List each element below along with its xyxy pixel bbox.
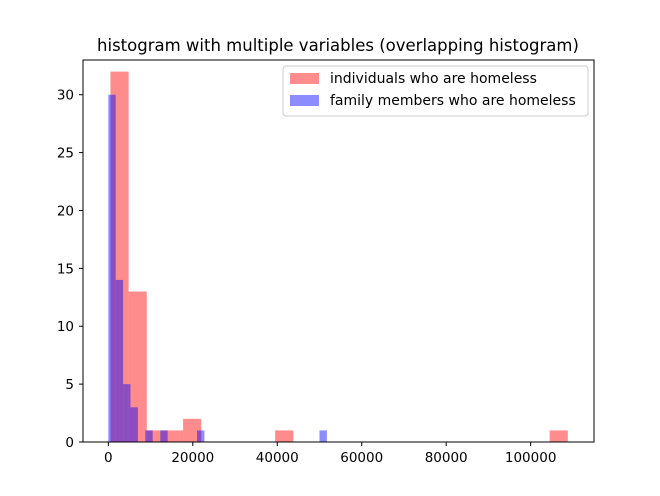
x-tick-label: 40000 <box>256 450 299 466</box>
x-tick-label: 80000 <box>425 450 468 466</box>
histogram-bar <box>164 430 184 442</box>
bars-layer <box>108 71 568 442</box>
histogram-bar <box>108 94 116 442</box>
legend-box <box>282 65 589 117</box>
histogram-bar <box>110 71 129 442</box>
y-tick-label: 10 <box>57 319 74 335</box>
histogram-bar <box>183 418 202 442</box>
histogram-bar <box>128 291 147 442</box>
y-tick-label: 15 <box>57 261 74 277</box>
legend-label-individuals: individuals who are homeless <box>330 71 537 87</box>
histogram-bar <box>319 430 327 442</box>
series-1-bars <box>108 94 327 442</box>
y-tick-label: 20 <box>57 203 74 219</box>
plot-background <box>83 60 594 442</box>
histogram-bar <box>197 430 205 442</box>
y-tick-label: 25 <box>57 146 74 162</box>
legend-label-family-members: family members who are homeless <box>330 93 576 109</box>
histogram-bar <box>549 430 568 442</box>
y-tick-label: 5 <box>65 377 74 393</box>
plot-frame <box>82 59 595 443</box>
histogram-bar <box>275 430 294 442</box>
histogram-bar <box>115 279 124 442</box>
y-tick-label: 30 <box>57 88 74 104</box>
plot-area <box>82 59 595 443</box>
histogram-bar <box>146 430 165 442</box>
chart-title: histogram with multiple variables (overl… <box>97 36 579 55</box>
y-tick-label: 0 <box>65 435 74 451</box>
x-tick-label: 60000 <box>340 450 383 466</box>
y-axis: 0 5 10 15 20 25 30 <box>57 88 83 451</box>
x-tick-label: 100000 <box>505 450 557 466</box>
x-tick-label: 0 <box>104 450 113 466</box>
series-0-bars <box>110 71 568 442</box>
legend-swatch-family-members <box>290 95 319 106</box>
x-tick-label: 20000 <box>171 450 214 466</box>
histogram-bar <box>130 407 138 442</box>
histogram-bar <box>123 384 131 442</box>
histogram-bar <box>160 430 168 442</box>
x-axis: 0 20000 40000 60000 80000 100000 <box>104 442 556 466</box>
legend-swatch-individuals <box>290 73 319 84</box>
histogram-bar <box>145 430 153 442</box>
legend: individuals who are homeless family memb… <box>282 65 589 117</box>
